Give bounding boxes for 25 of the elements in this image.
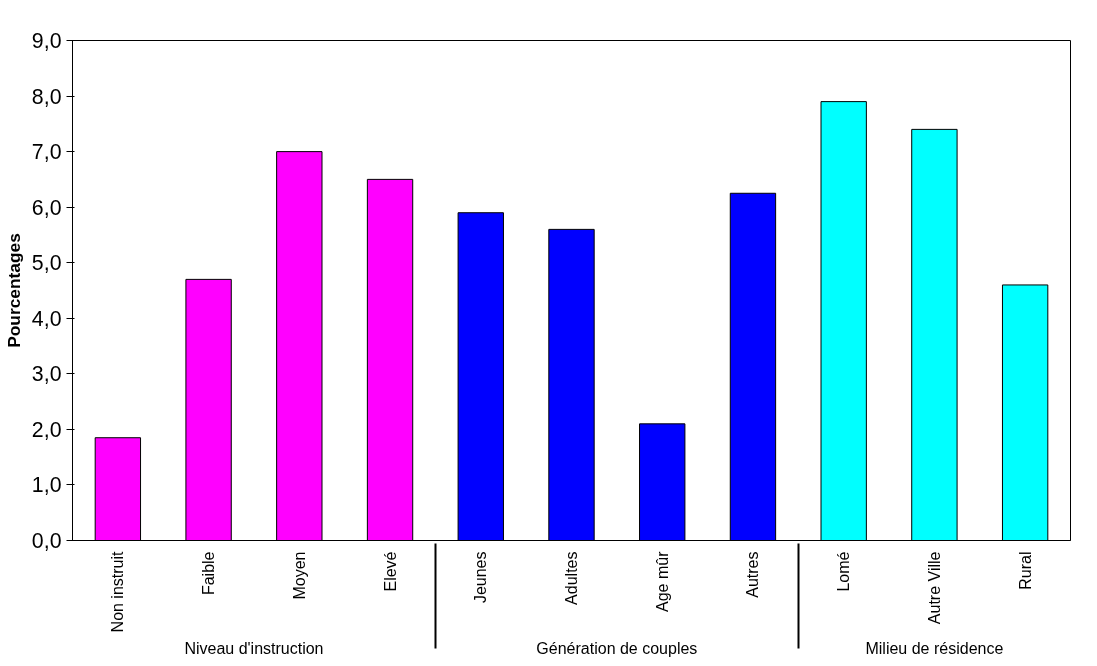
x-tick-label: Jeunes: [472, 551, 490, 604]
text: Génération de couples: [536, 640, 698, 658]
x-tick-label: Moyen: [290, 551, 308, 600]
y-tick-label: 4,0: [31, 306, 62, 331]
x-tick-label: Elevé: [381, 551, 399, 592]
text: Niveau d'instruction: [184, 640, 324, 658]
y-tick-label: 9,0: [31, 29, 62, 53]
x-tick-label: Non instruit: [109, 550, 127, 633]
y-tick-label: 6,0: [31, 195, 62, 220]
y-tick-label: 3,0: [31, 362, 62, 387]
text: Milieu de résidence: [865, 640, 1004, 658]
y-tick-label: 1,0: [31, 473, 62, 498]
y-tick-label: 0,0: [31, 529, 62, 553]
x-tick-label: Adultes: [563, 551, 580, 605]
y-axis-title: Pourcentages: [3, 233, 24, 348]
x-tick-label: Rural: [1016, 551, 1034, 590]
x-tick-label: Faible: [200, 551, 218, 596]
x-tick-label: Autre Ville: [925, 551, 943, 625]
y-tick-label: 7,0: [31, 140, 62, 165]
x-tick-label: Age mûr: [653, 550, 671, 612]
x-tick-label: Autres: [744, 551, 762, 598]
y-tick-label: 5,0: [31, 251, 62, 276]
y-tick-label: 8,0: [31, 84, 62, 109]
x-tick-label: Lomé: [835, 551, 853, 592]
y-tick-label: 2,0: [31, 417, 62, 442]
